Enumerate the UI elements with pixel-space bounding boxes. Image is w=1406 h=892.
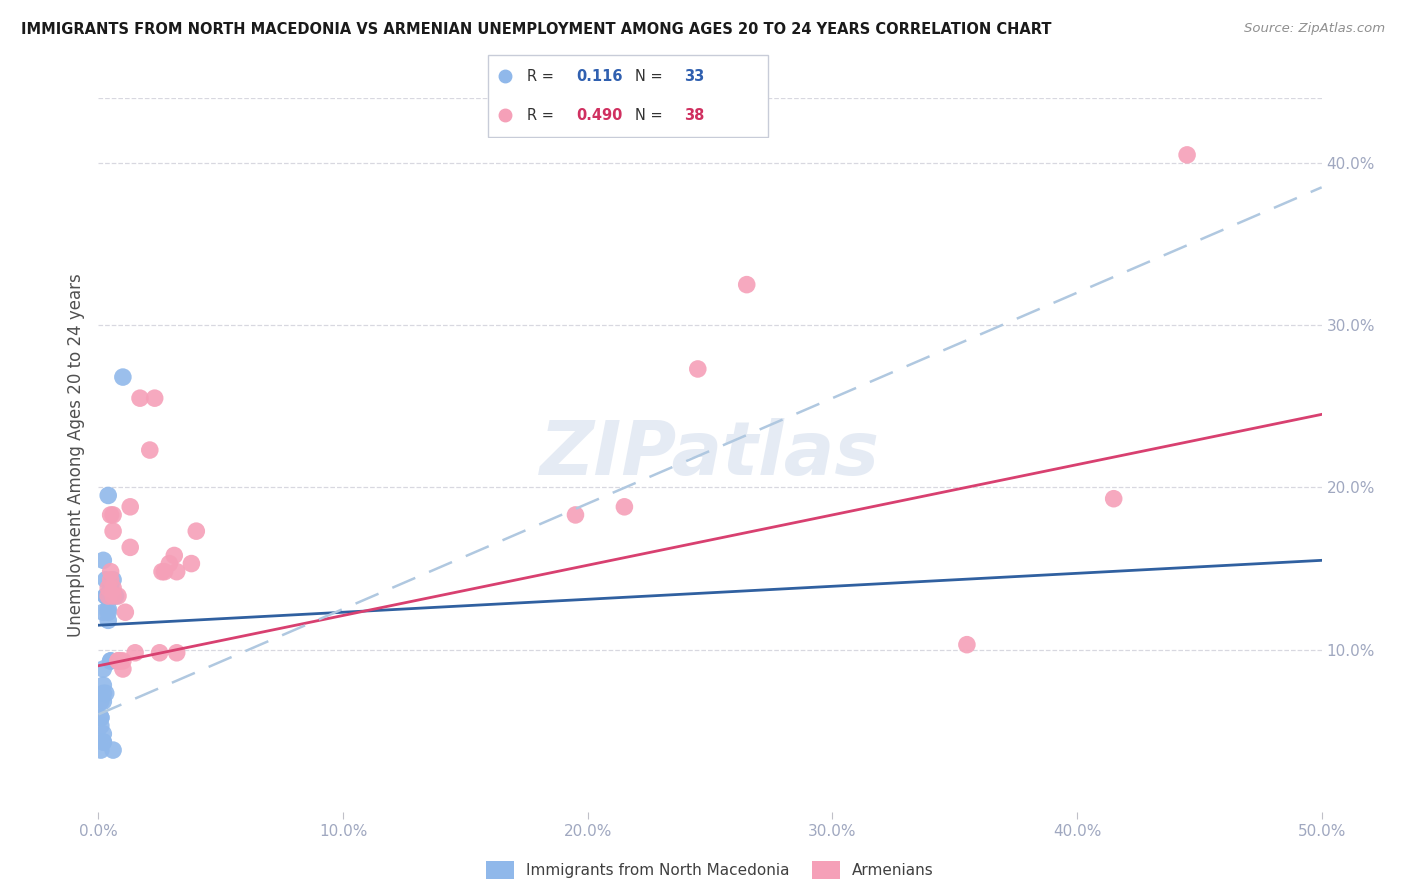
Point bbox=[111, 654, 134, 668]
Point bbox=[91, 678, 114, 692]
Point bbox=[90, 694, 112, 708]
Point bbox=[97, 602, 120, 616]
Point bbox=[91, 694, 114, 708]
Point bbox=[91, 735, 114, 749]
Point bbox=[100, 581, 122, 595]
Point bbox=[100, 589, 122, 603]
Point bbox=[163, 549, 186, 563]
Point bbox=[104, 589, 127, 603]
Text: R =: R = bbox=[527, 108, 558, 123]
Point bbox=[97, 589, 120, 603]
Point bbox=[101, 581, 124, 595]
Point bbox=[107, 654, 129, 668]
Point bbox=[120, 541, 142, 555]
Point bbox=[91, 553, 114, 567]
Point bbox=[97, 589, 120, 603]
Text: 38: 38 bbox=[683, 108, 704, 123]
Point bbox=[564, 508, 586, 522]
Point bbox=[139, 443, 162, 458]
Text: N =: N = bbox=[636, 108, 668, 123]
Point bbox=[101, 524, 124, 538]
Point bbox=[956, 638, 979, 652]
Point bbox=[90, 711, 112, 725]
Text: 0.116: 0.116 bbox=[576, 69, 623, 84]
Point bbox=[101, 743, 124, 757]
Text: Source: ZipAtlas.com: Source: ZipAtlas.com bbox=[1244, 22, 1385, 36]
Point bbox=[91, 735, 114, 749]
Point bbox=[97, 488, 120, 502]
Point bbox=[100, 581, 122, 595]
Point bbox=[111, 370, 134, 384]
Point bbox=[180, 557, 202, 571]
Point bbox=[101, 589, 124, 603]
Point bbox=[129, 391, 152, 405]
Point bbox=[107, 654, 129, 668]
Text: 33: 33 bbox=[683, 69, 704, 84]
Point bbox=[101, 573, 124, 587]
Text: IMMIGRANTS FROM NORTH MACEDONIA VS ARMENIAN UNEMPLOYMENT AMONG AGES 20 TO 24 YEA: IMMIGRANTS FROM NORTH MACEDONIA VS ARMEN… bbox=[21, 22, 1052, 37]
Point bbox=[120, 500, 142, 514]
Point bbox=[91, 727, 114, 741]
Point bbox=[91, 686, 114, 700]
Point bbox=[143, 391, 166, 405]
FancyBboxPatch shape bbox=[488, 55, 768, 136]
Text: N =: N = bbox=[636, 69, 668, 84]
Point bbox=[100, 573, 122, 587]
Point bbox=[97, 605, 120, 619]
Point bbox=[90, 719, 112, 733]
Point bbox=[94, 686, 117, 700]
Point bbox=[91, 662, 114, 676]
Point bbox=[111, 662, 134, 676]
Text: ZIPatlas: ZIPatlas bbox=[540, 418, 880, 491]
Point bbox=[149, 646, 172, 660]
Point bbox=[1175, 148, 1198, 162]
Point bbox=[100, 565, 122, 579]
Point bbox=[613, 500, 636, 514]
Point bbox=[90, 743, 112, 757]
Point bbox=[97, 613, 120, 627]
Point bbox=[94, 589, 117, 603]
Point bbox=[107, 589, 129, 603]
Point bbox=[100, 654, 122, 668]
Point bbox=[100, 654, 122, 668]
Point bbox=[124, 646, 146, 660]
Point bbox=[110, 654, 132, 668]
Point bbox=[166, 646, 188, 660]
Point bbox=[101, 589, 124, 603]
Y-axis label: Unemployment Among Ages 20 to 24 years: Unemployment Among Ages 20 to 24 years bbox=[66, 273, 84, 637]
Text: R =: R = bbox=[527, 69, 558, 84]
Text: 0.490: 0.490 bbox=[576, 108, 623, 123]
Point bbox=[101, 508, 124, 522]
Point bbox=[735, 277, 758, 292]
Point bbox=[94, 589, 117, 603]
Point bbox=[166, 565, 188, 579]
Point bbox=[153, 565, 176, 579]
Point bbox=[100, 508, 122, 522]
Point bbox=[1102, 491, 1125, 506]
Point bbox=[94, 573, 117, 587]
Point bbox=[686, 362, 709, 376]
Point bbox=[186, 524, 208, 538]
Point bbox=[157, 557, 180, 571]
Point bbox=[97, 581, 120, 595]
Legend: Immigrants from North Macedonia, Armenians: Immigrants from North Macedonia, Armenia… bbox=[478, 854, 942, 886]
Point bbox=[91, 605, 114, 619]
Point bbox=[114, 605, 136, 619]
Point bbox=[90, 711, 112, 725]
Point bbox=[150, 565, 173, 579]
